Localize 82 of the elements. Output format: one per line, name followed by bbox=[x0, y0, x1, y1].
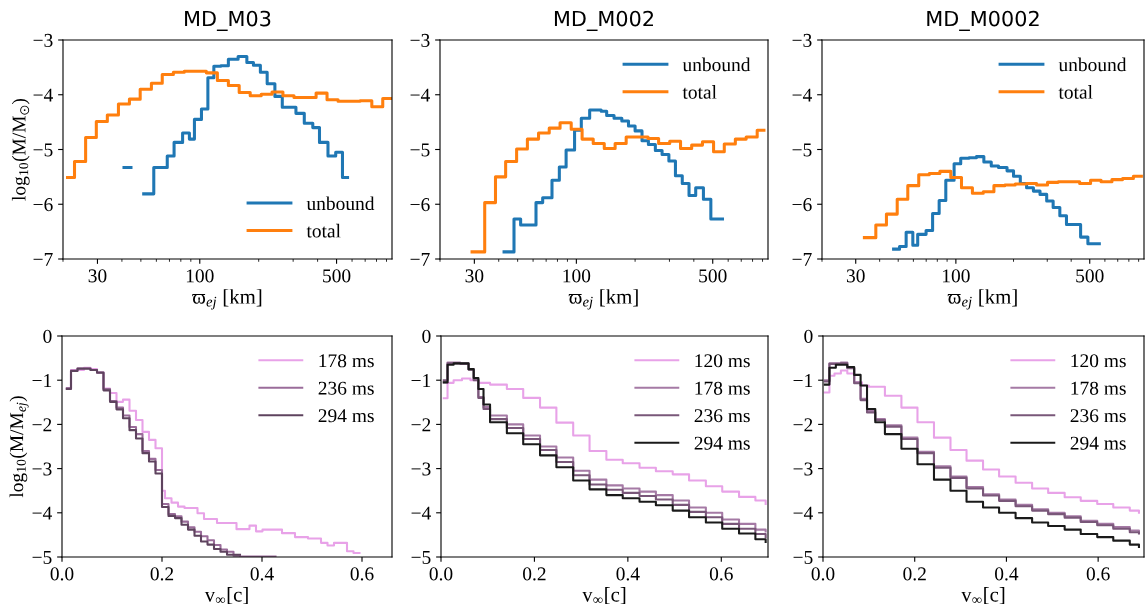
legend-label: 178 ms bbox=[695, 381, 750, 395]
y-tick-label: −7 bbox=[792, 253, 812, 266]
y-tick-label: −2 bbox=[411, 418, 431, 432]
y-tick-label: −7 bbox=[410, 253, 430, 266]
y-tick-label: −2 bbox=[793, 418, 813, 432]
y-tick-label: −6 bbox=[33, 198, 53, 212]
y-tick-label: −1 bbox=[32, 374, 52, 387]
y-tick-label: −4 bbox=[410, 88, 430, 102]
y-tick-label: 0 bbox=[804, 329, 813, 343]
y-tick-label: 0 bbox=[43, 329, 52, 343]
y-tick-label: −7 bbox=[33, 253, 53, 266]
legend-label: 236 ms bbox=[694, 409, 750, 423]
y-tick-label: −2 bbox=[32, 418, 52, 432]
y-tick-label: −3 bbox=[411, 462, 431, 476]
x-axis-title: v$_{∞}$[c] bbox=[961, 587, 1005, 604]
x-axis-title: v$_{∞}$[c] bbox=[582, 587, 626, 604]
legend-label: 178 ms bbox=[319, 354, 374, 368]
legend-label: 236 ms bbox=[318, 381, 374, 395]
y-tick-label: −1 bbox=[411, 374, 431, 387]
x-tick-label: 30 bbox=[465, 269, 484, 283]
legend-label: 294 ms bbox=[1070, 436, 1126, 450]
legend-label: unbound bbox=[306, 196, 375, 211]
y-tick-label: −3 bbox=[792, 33, 812, 47]
x-tick-label: 0.0 bbox=[429, 567, 453, 581]
x-axis-title: ϖ$_{ej}$ [km] bbox=[568, 289, 638, 310]
y-tick-label: −5 bbox=[793, 551, 813, 564]
x-tick-label: 30 bbox=[846, 269, 865, 283]
y-tick-label: −6 bbox=[792, 198, 812, 212]
x-tick-label: 0.2 bbox=[150, 567, 174, 581]
y-tick-label: −4 bbox=[793, 506, 813, 520]
legend-label: 120 ms bbox=[1071, 354, 1126, 368]
x-tick-label: 0.0 bbox=[811, 567, 835, 581]
legend-label: total bbox=[1058, 85, 1093, 99]
y-tick-label: −5 bbox=[32, 551, 52, 564]
x-tick-label: 0.4 bbox=[995, 567, 1019, 581]
y-tick-label: −5 bbox=[33, 143, 53, 157]
chart-title: MD_M0002 bbox=[927, 10, 1039, 32]
legend-label: total bbox=[682, 85, 717, 99]
y-tick-label: −3 bbox=[32, 462, 52, 476]
x-tick-label: 0.4 bbox=[250, 567, 274, 581]
x-tick-label: 0.2 bbox=[903, 567, 926, 581]
y-tick-label: −4 bbox=[33, 88, 53, 102]
x-axis-title: v$_{∞}$[c] bbox=[204, 587, 248, 604]
y-tick-label: −4 bbox=[792, 88, 812, 102]
legend-label: total bbox=[306, 223, 341, 238]
y-tick-label: −5 bbox=[410, 143, 430, 157]
x-tick-label: 100 bbox=[943, 269, 970, 283]
y-tick-label: −3 bbox=[33, 33, 53, 47]
legend-label: unbound bbox=[682, 57, 751, 72]
chart-title: MD_M002 bbox=[554, 10, 653, 32]
y-axis-title: log$_{10}$(M/M$_{⊙}$) bbox=[11, 98, 30, 201]
y-tick-label: −4 bbox=[32, 506, 52, 520]
legend-label: 120 ms bbox=[695, 354, 750, 368]
x-tick-label: 500 bbox=[1076, 269, 1104, 283]
y-tick-label: −3 bbox=[410, 33, 430, 47]
x-tick-label: 500 bbox=[699, 269, 727, 283]
x-tick-label: 500 bbox=[323, 269, 351, 283]
y-tick-label: −5 bbox=[792, 143, 812, 157]
legend-label: 178 ms bbox=[1071, 381, 1126, 395]
y-tick-label: −6 bbox=[410, 198, 430, 212]
legend-label: 294 ms bbox=[694, 436, 750, 450]
y-axis-title: log$_{10}$(M/M$_{ej}$) bbox=[9, 396, 29, 498]
y-tick-label: −4 bbox=[411, 506, 431, 520]
y-tick-label: −5 bbox=[411, 551, 431, 564]
chart-title: MD_M03 bbox=[185, 10, 271, 32]
legend-label: 294 ms bbox=[318, 409, 374, 423]
x-tick-label: 0.6 bbox=[350, 567, 374, 581]
x-tick-label: 100 bbox=[563, 269, 591, 283]
x-tick-label: 0.0 bbox=[50, 567, 74, 581]
x-axis-title: ϖ$_{ej}$ [km] bbox=[947, 289, 1017, 310]
x-tick-label: 30 bbox=[88, 269, 107, 283]
y-tick-label: 0 bbox=[422, 329, 431, 343]
legend-label: 236 ms bbox=[1070, 409, 1126, 423]
x-tick-label: 0.2 bbox=[523, 567, 546, 581]
x-axis-title: ϖ$_{ej}$ [km] bbox=[192, 289, 262, 310]
x-tick-label: 100 bbox=[186, 269, 214, 283]
x-tick-label: 0.4 bbox=[616, 567, 640, 581]
x-tick-label: 0.6 bbox=[709, 567, 733, 581]
legend-label: unbound bbox=[1058, 57, 1127, 72]
y-tick-label: −3 bbox=[793, 462, 813, 476]
x-tick-label: 0.6 bbox=[1086, 567, 1110, 581]
y-tick-label: −1 bbox=[793, 374, 813, 387]
